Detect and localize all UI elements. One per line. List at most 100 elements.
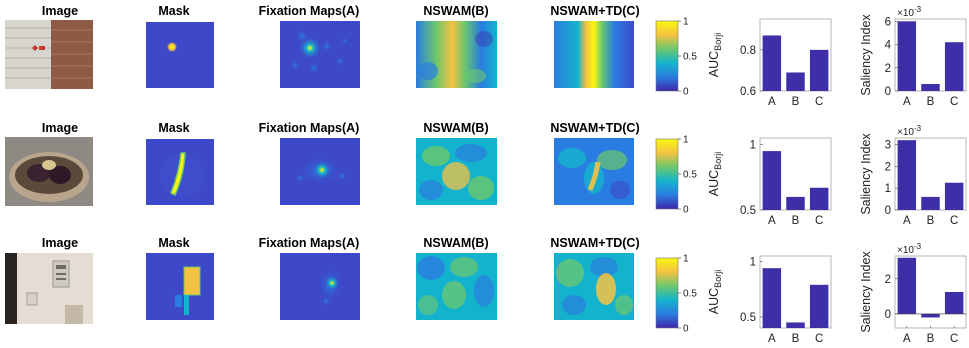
x-tick-label: A [903,96,911,108]
auc-bar-A [762,151,782,210]
x-tick-label: B [792,96,800,108]
colorbar-tick-label: 1 [683,17,689,28]
row2-mask-map [146,139,214,205]
x-tick-label: C [950,96,958,108]
x-tick-label: B [792,215,800,227]
y-tick-label: 0.5 [740,205,756,217]
row2-photo [5,137,93,206]
auc-bar-C [809,49,829,91]
row3-nswam-map [416,253,497,320]
red-sign [32,45,38,51]
row3-image-title: Image [41,236,79,250]
x-tick-label: A [768,215,776,227]
auc-bar-B [786,322,805,328]
row1-mask-map [146,22,214,88]
y-tick-label: 2 [885,161,891,173]
y-tick-label: 0.6 [740,86,756,98]
row3-nswam-td-map [554,253,634,320]
y-tick-label: 1 [885,183,891,195]
row1-photo [5,20,93,89]
x-tick-label: A [768,333,776,345]
saliency-chart-row3: A B C 2 0 Saliency Index ×10-3 [859,242,967,345]
row2-nswam-title: NSWAM(B) [423,121,489,135]
siding-wall [5,20,51,89]
x-tick-label: B [927,96,935,108]
colorbar-tick-label: 0.5 [683,52,697,63]
y-tick-label: 1 [750,140,756,152]
saliency-bar-C [944,182,964,210]
row2-nswam-td-map [554,138,634,205]
x-tick-label: A [903,215,911,227]
colorbar-row3: 10.50 [655,254,697,334]
saliency-bar-A [897,21,917,92]
saliency-bar-C [944,292,964,314]
saliency-axis-label: Saliency Index [859,14,873,96]
auc-axis-label: AUCBorji [707,152,723,196]
y-tick-label: 4 [885,40,892,52]
row1-fixation-map [280,21,360,88]
x-tick-label: C [950,333,958,345]
row3-nswam-td-title: NSWAM+TD(C) [550,236,640,250]
row3-mask-map [146,253,214,320]
y-tick-label: 6 [885,16,891,28]
x-tick-label: C [815,96,823,108]
y-tick-label: 3 [885,140,891,152]
row1-nswam-td-map [554,21,634,88]
x-tick-label: A [768,96,776,108]
y-tick-label: 0 [885,86,891,98]
row1-image-title: Image [41,4,79,18]
x-tick-label: B [792,333,800,345]
colorbar-row1: 10.50 [655,17,697,96]
auc-chart-row2: A B C 1 0.5 AUCBorji [707,137,832,227]
row3-nswam-title: NSWAM(B) [423,236,489,250]
door-frame [5,253,17,324]
saliency-bar-B [921,84,940,91]
saliency-chart-row1: A B C 6 4 2 0 Saliency Index ×10-3 [859,5,967,108]
auc-axis-label: AUCBorji [707,270,723,314]
row1-nswam-td-title: NSWAM+TD(C) [550,4,640,18]
row2-fixation-map [280,138,360,205]
exponent-label: ×10-3 [897,124,922,138]
exponent-label: ×10-3 [897,5,922,19]
saliency-bar-C [944,42,964,91]
auc-axis-label: AUCBorji [707,33,723,77]
row3-fixation-map [280,253,360,320]
x-tick-label: A [903,333,911,345]
exponent-label: ×10-3 [897,242,922,256]
row3-fixation-title: Fixation Maps(A) [258,236,360,250]
auc-bar-A [762,35,782,91]
auc-bar-C [809,187,829,210]
saliency-bar-B [921,313,940,318]
colorbar-tick-label: 1 [683,135,689,146]
x-tick-label: B [927,333,935,345]
row3-mask-title: Mask [158,236,190,250]
colorbar-tick-label: 0.5 [683,170,697,181]
auc-bar-A [762,268,782,328]
row1-nswam-title: NSWAM(B) [423,4,489,18]
row3-photo [5,253,93,324]
y-tick-label: 1 [750,257,756,269]
row2-mask-title: Mask [158,121,190,135]
saliency-axis-label: Saliency Index [859,133,873,215]
colorbar-tick-label: 0.5 [683,289,697,300]
x-tick-label: C [815,215,823,227]
saliency-axis-label: Saliency Index [859,251,873,333]
saliency-bar-A [897,257,917,314]
y-tick-label: 0.5 [740,312,756,324]
colorbar-tick-label: 0 [683,205,689,215]
y-tick-label: 2 [885,274,891,286]
y-tick-label: 0.8 [740,45,756,57]
x-tick-label: C [950,215,958,227]
row1-nswam-map [416,21,497,88]
colorbar-tick-label: 0 [683,324,689,334]
row2-image-title: Image [41,121,79,135]
colorbar-tick-label: 1 [683,254,689,265]
row1-fixation-title: Fixation Maps(A) [258,4,360,18]
colorbar-row2: 10.50 [655,135,697,215]
saliency-bar-A [897,140,917,210]
auc-chart-row1: A B C 0.8 0.6 AUCBorji [707,18,832,108]
auc-bar-C [809,284,829,328]
auc-bar-B [786,72,805,91]
x-tick-label: C [815,333,823,345]
